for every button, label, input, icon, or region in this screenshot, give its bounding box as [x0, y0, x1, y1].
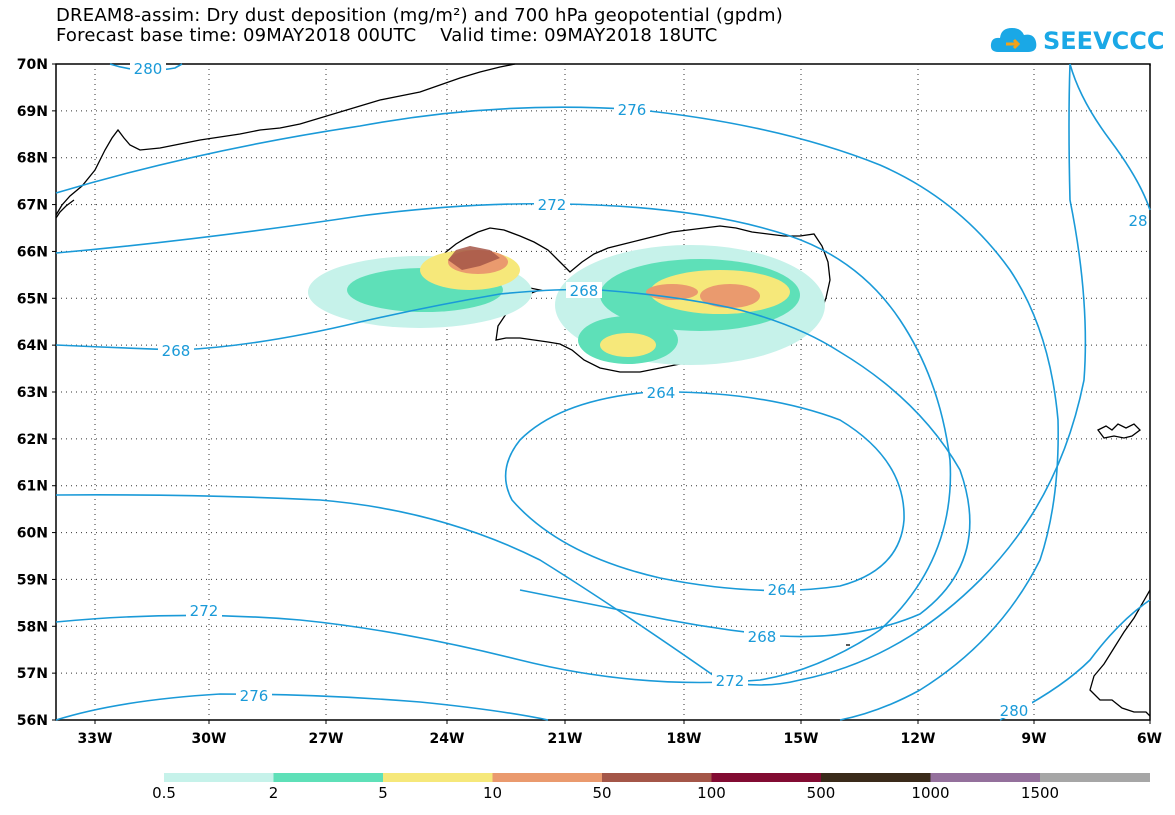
contour-labels: 280 276 272 268 268 264 264 268 272 272 … — [130, 60, 1148, 720]
legend-threshold-label: 100 — [697, 784, 726, 802]
legend-swatch — [492, 773, 603, 782]
faroe-islands — [1097, 423, 1141, 439]
contour-label: 268 — [162, 342, 191, 360]
longitude-labels: 33W 30W 27W 24W 21W 18W 15W 12W 9W 6W — [78, 720, 1162, 747]
lon-label: 15W — [784, 731, 819, 747]
lat-label: 61N — [17, 479, 48, 495]
lon-label: 30W — [192, 731, 227, 747]
contour-272-upper — [55, 202, 952, 684]
lon-label: 6W — [1137, 731, 1162, 747]
lon-label: 9W — [1021, 731, 1046, 747]
contour-272-lower — [55, 63, 1087, 686]
lat-label: 58N — [17, 619, 48, 635]
legend-threshold-label: 1500 — [1020, 784, 1060, 802]
latitude-labels: 70N 69N 68N 67N 66N 65N 64N 63N 62N 61N 60N 59N 58N 5… — [17, 57, 56, 729]
lat-label: 69N — [17, 104, 48, 120]
legend-threshold-label: 1000 — [911, 784, 950, 802]
seevccc-logo: SEEVCCC — [988, 20, 1165, 60]
lon-label: 24W — [430, 731, 465, 747]
lat-label: 66N — [17, 244, 48, 260]
legend-swatch — [1040, 773, 1150, 782]
contour-label: 276 — [618, 101, 647, 119]
contour-label: 268 — [570, 282, 599, 300]
legend-threshold-label: 10 — [482, 784, 503, 802]
contour-276-upper — [55, 106, 1059, 721]
greenland-coast-west — [55, 199, 75, 219]
legend-threshold-label: 50 — [592, 784, 612, 802]
contour-28-right — [1069, 63, 1151, 211]
contour-label: 28 — [1128, 212, 1147, 230]
lon-label: 12W — [901, 731, 936, 747]
logo-text: SEEVCCC — [1043, 27, 1165, 55]
legend-swatch — [273, 773, 384, 782]
lat-label: 59N — [17, 572, 48, 588]
contour-label: 280 — [134, 60, 163, 78]
chart-subtitle: Forecast base time: 09MAY2018 00UTC Vali… — [56, 25, 718, 46]
legend-swatch — [164, 773, 274, 782]
legend-threshold-label: 500 — [806, 784, 836, 802]
lon-label: 33W — [78, 731, 113, 747]
contour-label: 268 — [748, 628, 777, 646]
contour-label: 272 — [190, 602, 219, 620]
contour-280-lower — [999, 599, 1151, 721]
lat-label: 62N — [17, 432, 48, 448]
plot-frame — [55, 63, 1151, 721]
legend-swatch — [930, 773, 1041, 782]
lat-label: 67N — [17, 198, 48, 214]
legend-threshold-label: 0.5 — [152, 784, 176, 802]
lat-label: 56N — [17, 713, 48, 729]
legend-threshold-label: 5 — [378, 784, 388, 802]
lat-label: 63N — [17, 385, 48, 401]
contour-label: 272 — [538, 196, 567, 214]
lat-label: 68N — [17, 151, 48, 167]
lat-label: 57N — [17, 666, 48, 682]
lat-label: 60N — [17, 526, 48, 542]
lon-label: 21W — [548, 731, 583, 747]
lon-label: 27W — [309, 731, 344, 747]
lat-label: 65N — [17, 291, 48, 307]
chart-title: DREAM8-assim: Dry dust deposition (mg/m²… — [56, 5, 783, 26]
cloud-logo-icon — [990, 28, 1037, 52]
contour-label: 272 — [716, 672, 745, 690]
lat-label: 64N — [17, 338, 48, 354]
lat-label: 70N — [17, 57, 48, 73]
scotland-coast — [1089, 589, 1151, 717]
legend-swatch — [602, 773, 712, 782]
lon-label: 18W — [667, 731, 702, 747]
legend-swatch — [711, 773, 822, 782]
legend-swatch — [383, 773, 493, 782]
contour-label: 264 — [647, 384, 676, 402]
legend-threshold-label: 2 — [268, 784, 279, 802]
contour-label: 280 — [1000, 702, 1029, 720]
contour-label: 276 — [240, 687, 269, 705]
greenland-coast — [55, 63, 516, 216]
contour-label: 264 — [768, 581, 797, 599]
legend-colorbar — [164, 773, 1150, 782]
contour-276-lower — [55, 693, 549, 721]
legend-swatch — [821, 773, 931, 782]
